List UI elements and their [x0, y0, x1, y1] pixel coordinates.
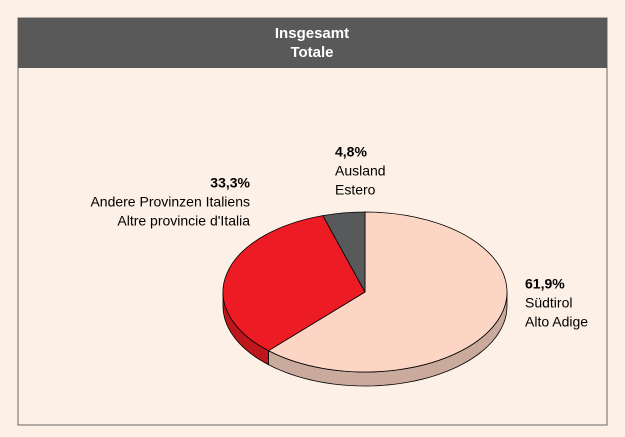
chart-title: Insgesamt — [275, 25, 349, 42]
slice-label: Südtirol — [525, 295, 572, 311]
value-label: 33,3% — [210, 175, 250, 191]
value-label: 61,9% — [525, 276, 565, 292]
slice-label: Alto Adige — [525, 314, 588, 330]
pie-slice — [267, 211, 508, 373]
chart-subtitle: Totale — [290, 44, 333, 61]
value-label: 4,8% — [335, 144, 367, 160]
slice-label: Estero — [335, 182, 376, 198]
slice-label: Andere Provinzen Italiens — [90, 194, 250, 210]
pie-slice — [222, 215, 366, 352]
slice-label: Altre provincie d'Italia — [117, 213, 250, 229]
pie-slice — [322, 211, 366, 293]
header-bar — [18, 18, 607, 68]
slice-label: Ausland — [335, 163, 386, 179]
